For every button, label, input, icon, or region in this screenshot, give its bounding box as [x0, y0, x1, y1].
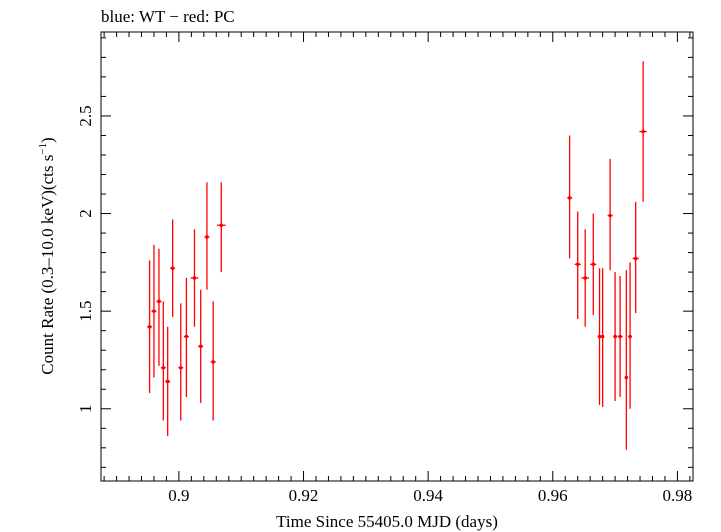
- point-marker: [192, 276, 197, 280]
- data-point: [190, 229, 199, 327]
- point-marker: [608, 213, 612, 218]
- data-point: [216, 182, 226, 273]
- point-marker: [147, 324, 152, 329]
- y-axis-ticks: [101, 37, 693, 468]
- y-axis-label: Count Rate (0.3–10.0 keV)(cts s−1): [37, 137, 57, 374]
- data-point: [183, 277, 189, 398]
- x-tick-label: 0.94: [413, 486, 443, 505]
- data-point: [590, 213, 597, 316]
- point-marker: [161, 365, 166, 370]
- x-axis-ticks: [103, 32, 691, 481]
- data-point: [607, 158, 613, 271]
- point-marker: [178, 365, 183, 370]
- y-tick-label: 2: [76, 209, 95, 218]
- x-axis-tick-labels: 0.9 0.92 0.94 0.96 0.98: [168, 486, 692, 505]
- y-axis-label-exponent: −1: [37, 143, 49, 155]
- point-marker: [157, 299, 161, 304]
- x-tick-label: 0.98: [663, 486, 693, 505]
- y-tick-label: 1.5: [76, 301, 95, 322]
- y-axis-tick-labels: 1 1.5 2 2.5: [76, 105, 95, 413]
- point-marker: [198, 344, 203, 349]
- data-point: [613, 272, 617, 401]
- point-marker: [583, 276, 587, 280]
- data-point: [170, 219, 176, 318]
- data-point: [600, 268, 605, 407]
- y-axis-label-close: ): [38, 137, 57, 143]
- data-point: [581, 229, 589, 327]
- point-marker: [628, 334, 632, 339]
- chart-title: blue: WT − red: PC: [101, 7, 235, 26]
- x-tick-label: 0.92: [289, 486, 319, 505]
- y-tick-label: 1: [76, 405, 95, 414]
- y-axis-label-main: Count Rate (0.3–10.0 keV)(cts s: [38, 155, 57, 375]
- x-tick-label: 0.9: [168, 486, 189, 505]
- data-point: [574, 211, 581, 319]
- data-point: [160, 301, 166, 421]
- point-marker: [600, 334, 605, 339]
- point-marker: [205, 235, 209, 239]
- point-marker: [152, 309, 156, 313]
- data-point: [624, 270, 629, 450]
- data-point: [567, 135, 573, 259]
- data-point: [156, 248, 162, 366]
- data-point: [178, 303, 184, 421]
- data-point: [165, 326, 171, 437]
- point-marker: [597, 334, 602, 339]
- point-marker: [633, 256, 638, 261]
- data-point: [632, 201, 639, 314]
- data-point: [210, 301, 216, 421]
- data-point: [617, 276, 623, 398]
- x-axis-label: Time Since 55405.0 MJD (days): [276, 512, 498, 531]
- point-marker: [618, 334, 622, 339]
- point-marker: [613, 334, 617, 339]
- data-point: [639, 61, 647, 202]
- point-marker: [219, 223, 224, 228]
- x-tick-label: 0.96: [538, 486, 568, 505]
- data-point: [204, 182, 210, 290]
- point-marker: [567, 196, 572, 200]
- point-marker: [624, 375, 629, 380]
- point-marker: [170, 266, 175, 271]
- series-pc-points: [147, 61, 647, 450]
- plot-frame: [100, 31, 694, 482]
- y-tick-label: 2.5: [76, 105, 95, 126]
- point-marker: [184, 334, 189, 339]
- point-marker: [641, 129, 645, 134]
- point-marker: [591, 262, 596, 267]
- data-point: [628, 262, 632, 409]
- data-point: [198, 289, 204, 403]
- point-marker: [575, 262, 580, 267]
- point-marker: [165, 379, 170, 384]
- point-marker: [211, 360, 215, 364]
- data-point: [147, 260, 153, 394]
- data-point: [151, 244, 157, 378]
